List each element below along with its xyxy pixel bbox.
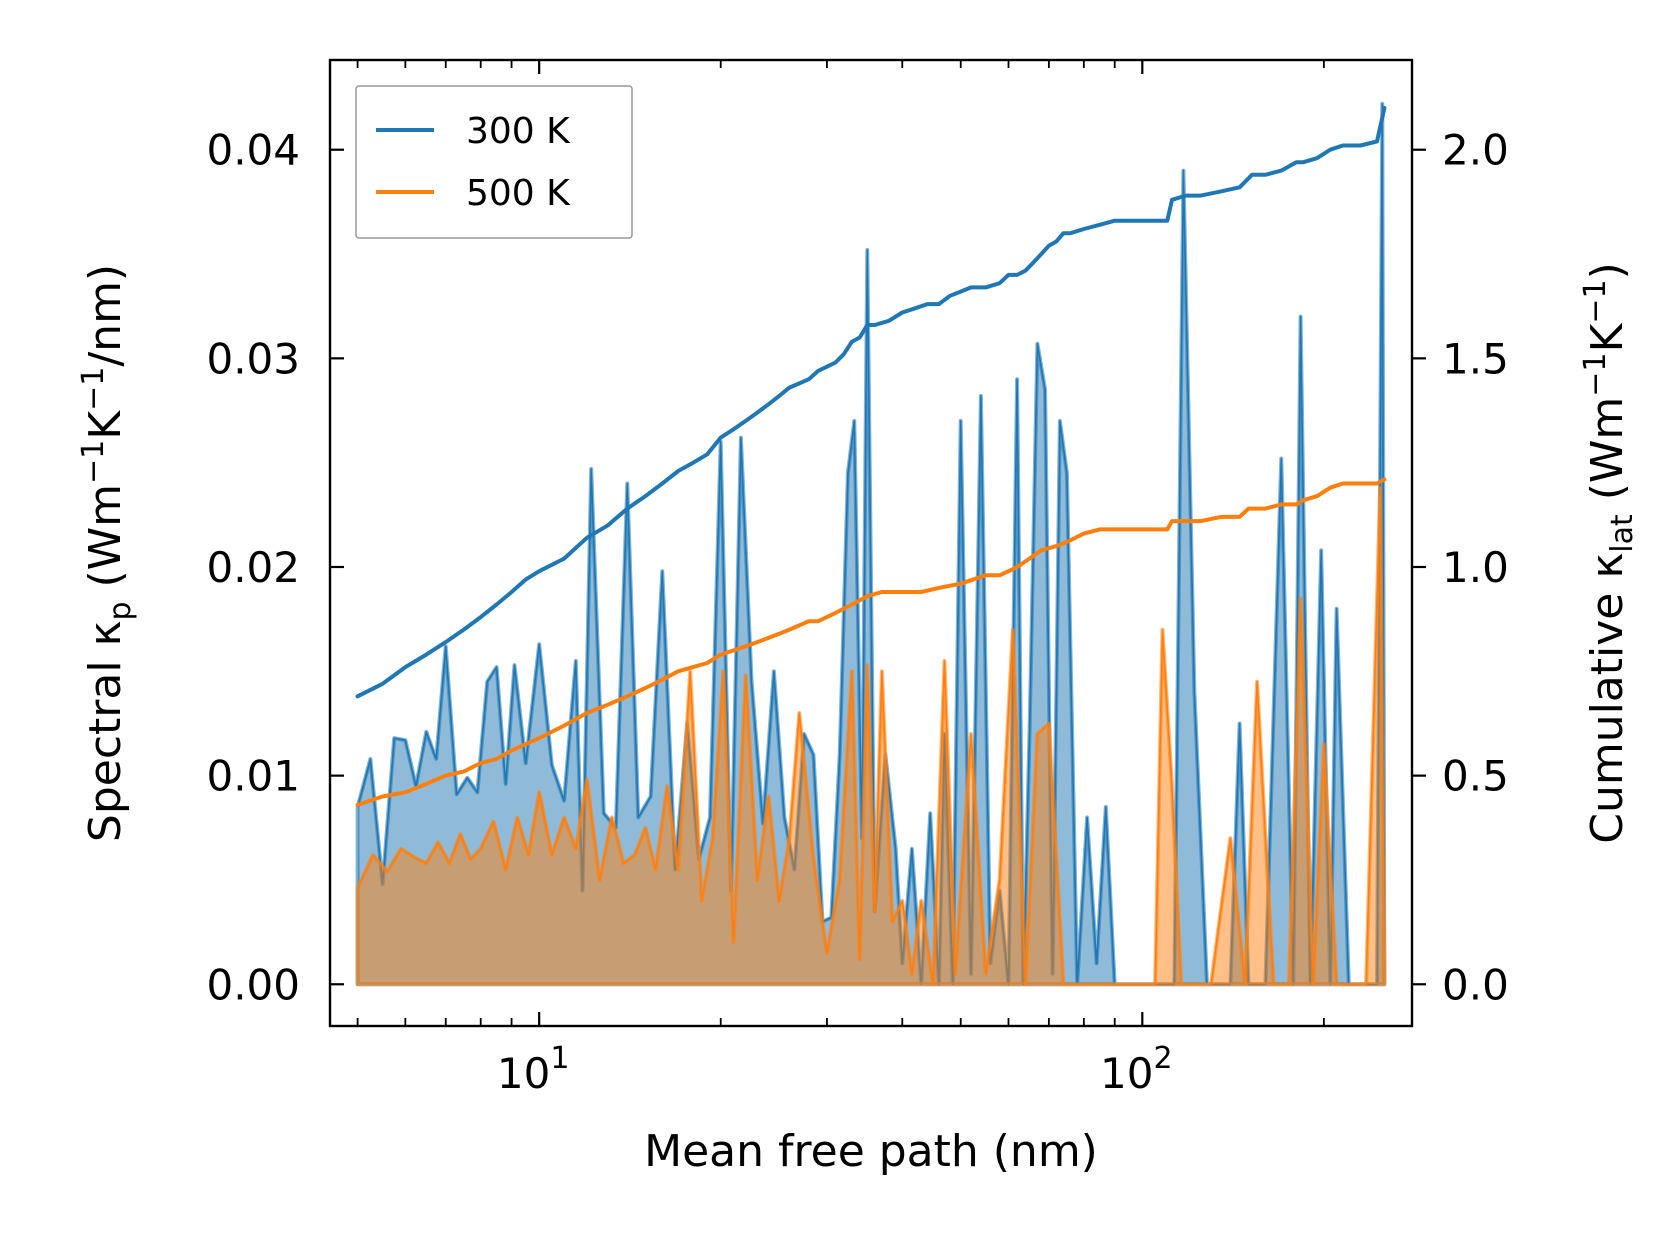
y-right-tick-label-4: 2.0 [1442, 126, 1509, 175]
y-left-tick-label-3: 0.03 [206, 334, 300, 383]
x-axis-title: Mean free path (nm) [644, 1126, 1098, 1177]
y-right-tick-label-2: 1.0 [1442, 543, 1509, 592]
left-y-axis-title: Spectral κp (Wm−1K−1/nm) [76, 264, 138, 842]
right-y-title-sup2: −1 [1578, 279, 1613, 323]
right-y-title-sub: lat [1605, 514, 1640, 553]
cumulative-line-300k [355, 106, 1387, 699]
x-tick-label-0: 101 [497, 1041, 570, 1098]
y-right-tick-label-0: 0.0 [1442, 960, 1509, 1009]
spectral-line-300k [356, 103, 1386, 986]
legend-box [355, 85, 633, 239]
right-y-title-sup1: −1 [1578, 352, 1613, 396]
cumulative-line-layer [355, 106, 1387, 807]
tick-layer: 101 1020.000.010.020.030.040.00.51.01.52.… [206, 60, 1509, 1098]
spectral-line-500k [356, 486, 1386, 986]
plot-frame [328, 58, 1414, 1028]
right-y-axis-title: Cumulative κlat (Wm−1K−1) [1578, 262, 1640, 844]
right-y-title-unit-mid: K [1582, 322, 1633, 352]
y-right-tick-label-3: 1.5 [1442, 334, 1509, 383]
left-y-title-unit-close: /nm) [80, 264, 131, 367]
spectral-area-layer [355, 101, 1387, 987]
x-tick-label-exp-0: 1 [550, 1041, 569, 1076]
left-y-title-base: Spectral κ [80, 621, 131, 843]
left-y-title-unit-mid: K [80, 410, 131, 440]
y-left-tick-label-0: 0.00 [206, 960, 300, 1009]
right-y-title-unit-open: (Wm [1582, 397, 1633, 515]
x-tick-label-exp-1: 2 [1153, 1041, 1172, 1076]
left-y-title-unit-open: (Wm [80, 484, 131, 602]
legend: 300 K 500 K [355, 85, 633, 239]
left-y-title-sub: p [103, 601, 138, 620]
left-y-title-sup1: −1 [76, 440, 111, 484]
right-y-title-unit-close: ) [1582, 262, 1633, 279]
legend-label-300k: 300 K [466, 111, 571, 152]
x-tick-label-1: 102 [1100, 1041, 1173, 1098]
right-y-title-base: Cumulative κ [1582, 553, 1633, 844]
x-tick-label-base-0: 10 [497, 1049, 550, 1098]
y-left-tick-label-1: 0.01 [206, 752, 300, 801]
legend-label-500k: 500 K [466, 173, 571, 214]
cumulative-line-500k [355, 477, 1387, 807]
y-right-tick-label-1: 0.5 [1442, 752, 1509, 801]
left-y-title-sup2: −1 [76, 367, 111, 411]
y-left-tick-label-4: 0.04 [206, 126, 300, 175]
x-tick-label-base-1: 10 [1100, 1049, 1153, 1098]
y-left-tick-label-2: 0.02 [206, 543, 300, 592]
